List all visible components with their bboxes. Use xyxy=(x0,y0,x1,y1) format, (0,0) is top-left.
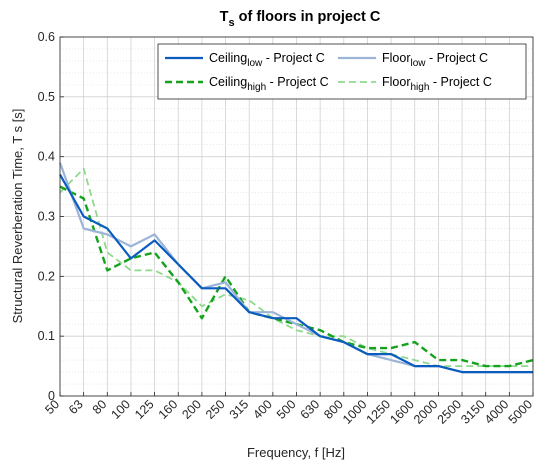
x-tick-label: 2500 xyxy=(435,397,465,427)
x-tick-label: 315 xyxy=(227,397,252,422)
x-tick-label: 400 xyxy=(250,397,275,422)
x-tick-label: 4000 xyxy=(482,397,512,427)
legend: Ceilinglow - Project C Floorlow - Project… xyxy=(157,43,527,100)
series-line-ceiling-low xyxy=(59,174,533,374)
chart-title-rest: of floors in project C xyxy=(235,9,381,25)
y-tick-label: 0.3 xyxy=(38,210,55,224)
x-tick-label: 125 xyxy=(132,397,157,422)
x-tick-label: 1000 xyxy=(340,397,370,427)
x-tick-label: 500 xyxy=(274,397,299,422)
x-tick-label: 3150 xyxy=(458,397,488,427)
x-tick-label: 1600 xyxy=(387,397,417,427)
x-tick-labels: 50 63 80 100 125 160 200 250 315 400 500 630 8001000… xyxy=(42,392,535,427)
x-tick-label: 100 xyxy=(108,397,133,422)
x-tick-label: 200 xyxy=(179,397,204,422)
x-tick-label: 50 xyxy=(42,397,62,417)
legend-label-floor-low: Floorlow - Project C xyxy=(382,51,488,69)
chart-title-subscript: s xyxy=(228,17,234,29)
x-tick-label: 2000 xyxy=(411,397,441,427)
x-tick-label: 5000 xyxy=(506,397,536,427)
x-tick-label: 63 xyxy=(66,397,86,417)
legend-box xyxy=(157,43,527,100)
y-tick-labels: 0 0.1 0.2 0.3 0.4 0.5 0.6 xyxy=(38,30,64,403)
x-tick-label: 80 xyxy=(90,397,110,417)
y-tick-label: 0.2 xyxy=(38,269,55,283)
legend-label-ceiling-high: Ceilinghigh - Project C xyxy=(209,75,329,93)
x-tick-label: 1250 xyxy=(364,397,394,427)
series-line-floor-high xyxy=(59,167,533,368)
y-tick-label: 0.5 xyxy=(38,90,55,104)
chart-title-main: T xyxy=(220,9,229,25)
y-axis-label: Structural Reverberation Time, T s [s] xyxy=(10,109,25,324)
y-tick-label: 0.1 xyxy=(38,329,55,343)
x-tick-label: 250 xyxy=(203,397,228,422)
legend-label-ceiling-low: Ceilinglow - Project C xyxy=(209,51,325,69)
x-tick-label: 160 xyxy=(156,397,181,422)
x-tick-label: 630 xyxy=(298,397,323,422)
x-axis-label: Frequency, f [Hz] xyxy=(247,445,345,460)
y-tick-label: 0.4 xyxy=(38,150,55,164)
y-tick-label: 0 xyxy=(48,389,55,403)
y-tick-label: 0.6 xyxy=(38,30,55,44)
legend-label-floor-high: Floorhigh - Project C xyxy=(382,75,492,93)
chart-title: Ts of floors in project C xyxy=(220,9,381,29)
minor-grid xyxy=(60,48,533,385)
series-layer xyxy=(58,162,534,374)
